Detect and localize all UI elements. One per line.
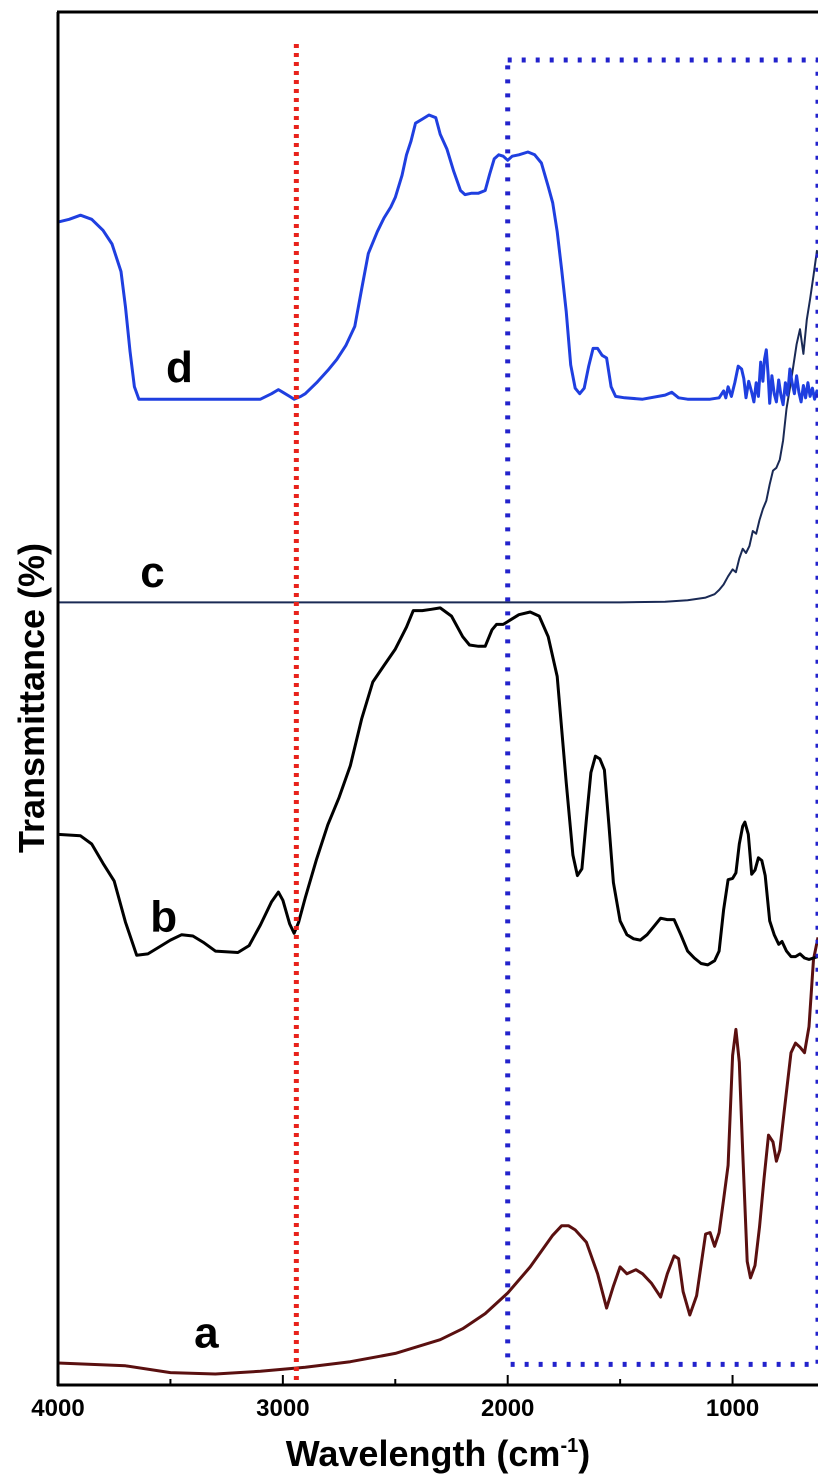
x-axis-title-close: ) xyxy=(578,1433,590,1474)
x-tick-label-4000: 4000 xyxy=(31,1395,84,1422)
x-tick-label-1000: 1000 xyxy=(706,1395,759,1422)
series-line-c xyxy=(58,249,818,604)
y-axis-title: Transmittance (%) xyxy=(11,543,52,853)
annotation-layer xyxy=(293,44,818,1385)
curve-label-layer: a b c d xyxy=(140,343,219,1357)
series-layer xyxy=(57,113,818,1376)
curve-label-b: b xyxy=(150,892,177,941)
curve-label-c: c xyxy=(140,548,164,597)
x-axis-title-text: Wavelength (cm xyxy=(286,1433,561,1474)
curve-label-a: a xyxy=(194,1308,219,1357)
blue-dotted-region-box xyxy=(505,57,818,1367)
x-tick-label-2000: 2000 xyxy=(481,1395,534,1422)
plot-area: a b c d 4000 3000 2000 1000 xyxy=(31,10,818,1422)
x-axis-title: Wavelength (cm-1) xyxy=(286,1433,591,1474)
series-line-b xyxy=(57,606,818,967)
series-line-a xyxy=(57,937,818,1376)
x-axis-title-superscript: -1 xyxy=(560,1435,578,1457)
x-tick-label-3000: 3000 xyxy=(256,1395,309,1422)
curve-label-d: d xyxy=(166,343,193,392)
x-tick-layer: 4000 3000 2000 1000 xyxy=(31,1375,759,1422)
